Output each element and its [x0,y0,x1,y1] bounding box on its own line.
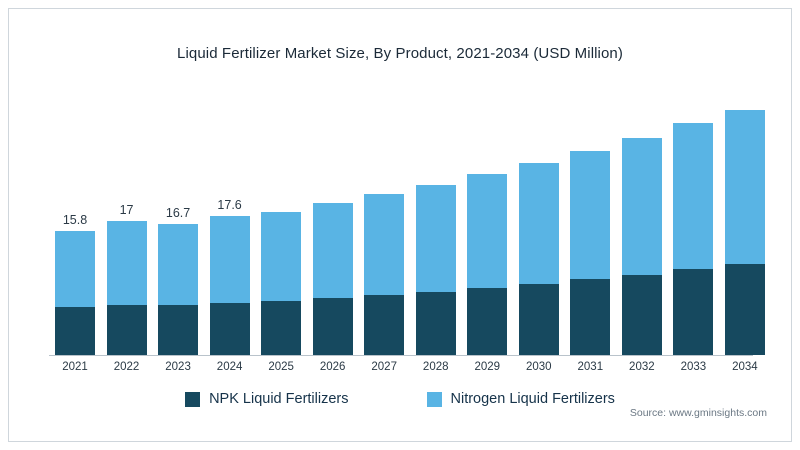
chart-plot-area: 15.8 17 16.7 17.6 [49,87,771,355]
legend-label-nitrogen: Nitrogen Liquid Fertilizers [450,391,615,407]
x-axis-tick-label: 2027 [371,361,397,373]
source-attribution: Source: www.gminsights.com [629,407,767,419]
bar-column [312,87,353,355]
bar-segment-npk[interactable] [518,284,559,355]
x-axis-line [49,355,753,356]
x-axis-tick-label: 2034 [732,361,758,373]
bar-segment-nitrogen[interactable] [312,203,353,298]
bar-segment-npk[interactable] [673,269,714,355]
bar-segment-nitrogen[interactable] [55,231,95,307]
bar-segment-npk[interactable] [55,307,95,355]
x-axis-tick-label: 2030 [525,361,552,373]
bar-column: 16.7 [158,87,199,355]
x-axis-tick-label: 2025 [268,361,294,373]
bar-segment-nitrogen[interactable] [158,224,199,305]
bar-value-label: 17.6 [217,198,242,212]
bar-column [724,87,765,355]
bar-segment-npk[interactable] [158,305,199,355]
bar-segment-nitrogen[interactable] [106,221,147,305]
bar-column [467,87,508,355]
bar-value-label: 17 [119,203,134,217]
bar-segment-npk[interactable] [364,295,405,355]
chart-legend: NPK Liquid Fertilizers Nitrogen Liquid F… [9,391,791,407]
bar-column: 17 [106,87,147,355]
bar-segment-nitrogen[interactable] [364,194,405,295]
bar-segment-nitrogen[interactable] [518,163,559,284]
x-axis-tick-label: 2023 [165,361,191,373]
bar-segment-npk[interactable] [312,298,353,355]
legend-item-npk[interactable]: NPK Liquid Fertilizers [185,391,349,407]
x-axis-tick-label: 2024 [216,361,243,373]
bar-segment-nitrogen[interactable] [673,123,714,269]
bar-segment-npk[interactable] [570,279,611,355]
bar-column: 17.6 [209,87,250,355]
bar-value-label: 15.8 [62,213,88,227]
x-axis-tick-label: 2029 [474,361,501,373]
bar-segment-nitrogen[interactable] [209,216,250,303]
bar-column: 15.8 [55,87,95,355]
x-axis-tick-labels: 2021 2022 2023 2024 2025 2026 2027 2028 2029 2030… [49,361,771,373]
bar-column [518,87,559,355]
bar-segment-nitrogen[interactable] [570,151,611,279]
bar-segment-npk[interactable] [261,301,302,355]
bar-segment-npk[interactable] [467,288,508,355]
bar-segment-npk[interactable] [209,303,250,355]
chart-frame: Liquid Fertilizer Market Size, By Produc… [8,8,792,442]
bar-column [570,87,611,355]
bar-column [415,87,456,355]
bar-column [261,87,302,355]
x-axis-tick-label: 2033 [680,361,707,373]
x-axis-tick-label: 2028 [422,361,449,373]
x-axis-tick-label: 2021 [62,361,88,373]
x-axis-tick-label: 2031 [577,361,604,373]
bar-segment-nitrogen[interactable] [467,174,508,288]
bar-column [621,87,662,355]
bar-column [673,87,714,355]
bar-column [364,87,405,355]
bar-segment-nitrogen[interactable] [724,110,765,264]
bar-segment-npk[interactable] [415,292,456,355]
bar-value-label: 16.7 [165,206,191,220]
x-axis-tick-label: 2022 [113,361,140,373]
legend-swatch-npk [185,391,201,407]
bar-group: 15.8 17 16.7 17.6 [49,87,771,355]
legend-label-npk: NPK Liquid Fertilizers [209,391,349,407]
bar-segment-nitrogen[interactable] [415,185,456,292]
bar-segment-nitrogen[interactable] [621,138,662,275]
bar-segment-npk[interactable] [724,264,765,355]
legend-swatch-nitrogen [426,391,442,407]
legend-item-nitrogen[interactable]: Nitrogen Liquid Fertilizers [426,391,615,407]
chart-title: Liquid Fertilizer Market Size, By Produc… [177,45,623,62]
bar-segment-npk[interactable] [621,275,662,355]
bar-segment-nitrogen[interactable] [261,212,302,301]
x-axis-tick-label: 2026 [319,361,346,373]
bar-segment-npk[interactable] [106,305,147,355]
x-axis-tick-label: 2032 [629,361,655,373]
